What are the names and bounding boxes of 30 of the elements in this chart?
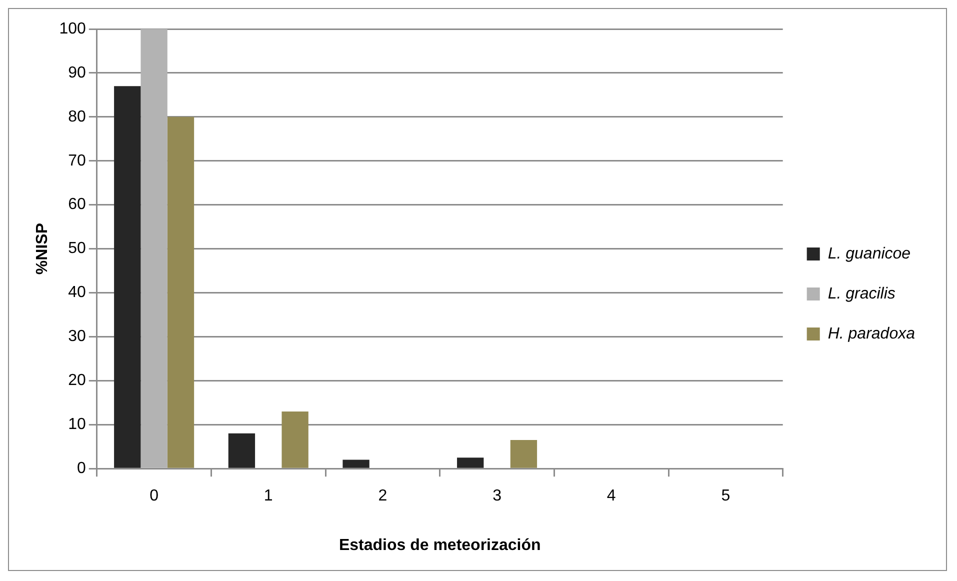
y-tick-label: 70 — [68, 152, 86, 170]
x-tick-label: 5 — [721, 488, 730, 505]
x-tick-label: 1 — [264, 488, 273, 505]
y-tick-label: 30 — [68, 328, 86, 346]
x-tick-label: 2 — [378, 488, 388, 505]
y-axis-title: %NISP — [34, 222, 52, 275]
bar — [140, 29, 168, 468]
bar — [167, 116, 194, 468]
bar — [457, 458, 484, 468]
y-tick-label: 0 — [76, 460, 86, 478]
bar — [114, 86, 141, 468]
x-tick-label: 0 — [150, 488, 159, 505]
x-tick-label: 4 — [606, 488, 616, 505]
legend-label: L. gracilis — [828, 285, 896, 302]
y-tick-label: 60 — [68, 196, 86, 214]
bar — [228, 433, 256, 468]
y-tick-label: 10 — [68, 416, 86, 434]
y-tick-label: 90 — [68, 64, 86, 82]
y-tick-label: 40 — [68, 284, 86, 302]
y-tick-label: 100 — [59, 20, 86, 38]
x-axis-title: Estadios de meteorización — [338, 536, 541, 554]
bar — [282, 411, 308, 468]
x-tick-label: 3 — [492, 488, 502, 505]
y-tick-label: 80 — [68, 108, 86, 126]
bar — [342, 460, 370, 468]
legend-label: H. paradoxa — [828, 325, 916, 342]
bar — [510, 440, 538, 468]
legend-label: L. guanicoe — [828, 245, 911, 262]
y-tick-label: 50 — [68, 240, 86, 258]
y-tick-label: 20 — [68, 372, 86, 390]
